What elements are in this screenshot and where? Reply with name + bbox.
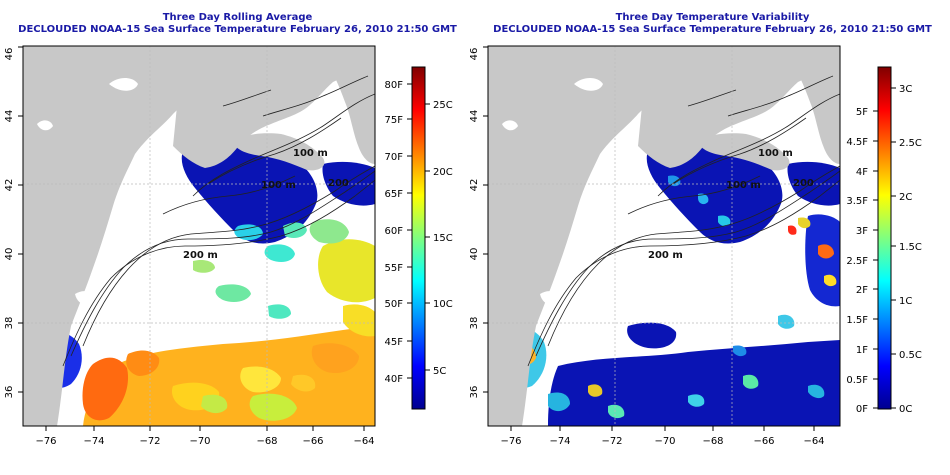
lat-tick-label: 40 [469, 248, 480, 261]
lat-tick-label: 44 [469, 110, 480, 123]
colorbar-f-label: 65F [385, 189, 404, 200]
left-title-line2: DECLOUDED NOAA-15 Sea Surface Temperatur… [18, 24, 457, 35]
colorbar-c-label: 25C [433, 100, 453, 111]
colorbar-f-label: 0.5F [846, 375, 868, 386]
colorbar-f-label: 4.5F [846, 137, 868, 148]
lon-tick-label: −70 [654, 436, 675, 447]
right-colorbar: 0F 0.5F 1F 1.5F 2F 2.5F 3F 3.5F 4F 4.5F … [846, 66, 922, 415]
lon-tick-label: −76 [500, 436, 521, 447]
contour-label: 100 m [726, 180, 761, 191]
lon-tick-label: −68 [256, 436, 277, 447]
colorbar-f-label: 3F [856, 226, 868, 237]
colorbar-f-label: 2.5F [846, 256, 868, 267]
lon-tick-label: −74 [83, 436, 104, 447]
lat-tick-label: 42 [469, 179, 480, 192]
lat-tick-label: 36 [4, 386, 15, 399]
lat-tick-label: 44 [4, 110, 15, 123]
contour-label: 200 m [183, 250, 218, 261]
colorbar-f-label: 0F [856, 404, 868, 415]
right-lon-ticks [510, 426, 815, 431]
lon-tick-label: −72 [139, 436, 160, 447]
colorbar-c-label: 0C [899, 404, 912, 415]
colorbar-f-label: 2F [856, 285, 868, 296]
colorbar-f-label: 1.5F [846, 315, 868, 326]
colorbar-f-label: 70F [385, 152, 404, 163]
colorbar-c-label: 0.5C [899, 350, 922, 361]
colorbar-c-label: 2.5C [899, 138, 922, 149]
lon-tick-label: −72 [601, 436, 622, 447]
colorbar-f-label: 1F [856, 345, 868, 356]
lon-tick-label: −74 [549, 436, 570, 447]
colorbar-c-label: 5C [433, 366, 446, 377]
colorbar-c-label: 1C [899, 296, 912, 307]
colorbar-f-label: 55F [385, 263, 404, 274]
contour-label: 100 m [261, 180, 296, 191]
right-title-line2: DECLOUDED NOAA-15 Sea Surface Temperatur… [493, 24, 932, 35]
contour-label: 200 m [648, 250, 683, 261]
colorbar-f-label: 3.5F [846, 196, 868, 207]
lat-tick-label: 36 [469, 386, 480, 399]
left-lat-ticks [18, 46, 23, 393]
lat-tick-label: 46 [4, 48, 15, 61]
lat-tick-label: 40 [4, 248, 15, 261]
colorbar-f-label: 4F [856, 167, 868, 178]
colorbar-c-label: 3C [899, 84, 912, 95]
colorbar-f-label: 40F [385, 374, 404, 385]
lat-tick-label: 38 [4, 317, 15, 330]
colorbar-f-label: 60F [385, 226, 404, 237]
contour-label: 100 m [758, 148, 793, 159]
lon-tick-label: −76 [35, 436, 56, 447]
contour-label: 200 [793, 178, 814, 189]
colorbar-c-label: 1.5C [899, 242, 922, 253]
lon-tick-label: −64 [353, 436, 374, 447]
colorbar-c-label: 20C [433, 167, 453, 178]
lon-tick-label: −66 [302, 436, 323, 447]
right-title-line1: Three Day Temperature Variability [615, 12, 810, 23]
left-colorbar: 40F 45F 50F 55F 60F 65F 70F 75F 80F 5C 1… [385, 66, 453, 410]
colorbar-c-label: 10C [433, 299, 453, 310]
lon-tick-label: −64 [803, 436, 824, 447]
right-map: 100 m 200 m 200 100 m −76 −74 −72 −70 −6… [469, 45, 841, 447]
colorbar-c-label: 15C [433, 233, 453, 244]
contour-label: 100 m [293, 148, 328, 159]
colorbar-c-label: 2C [899, 192, 912, 203]
lat-tick-label: 38 [469, 317, 480, 330]
lon-tick-label: −70 [189, 436, 210, 447]
right-lat-ticks [483, 46, 488, 393]
left-title-line1: Three Day Rolling Average [162, 12, 313, 23]
lat-tick-label: 42 [4, 179, 15, 192]
colorbar-f-label: 50F [385, 299, 404, 310]
colorbar-f-label: 5F [856, 107, 868, 118]
lon-tick-label: −66 [753, 436, 774, 447]
colorbar-f-label: 45F [385, 337, 404, 348]
left-lon-ticks [45, 426, 365, 431]
contour-label: 200 [328, 178, 349, 189]
colorbar-f-label: 75F [385, 115, 404, 126]
left-map: 100 m 200 m 200 100 m −76 −74 −72 −70 −6… [4, 45, 376, 447]
colorbar-f-label: 80F [385, 80, 404, 91]
lon-tick-label: −68 [702, 436, 723, 447]
lat-tick-label: 46 [469, 48, 480, 61]
